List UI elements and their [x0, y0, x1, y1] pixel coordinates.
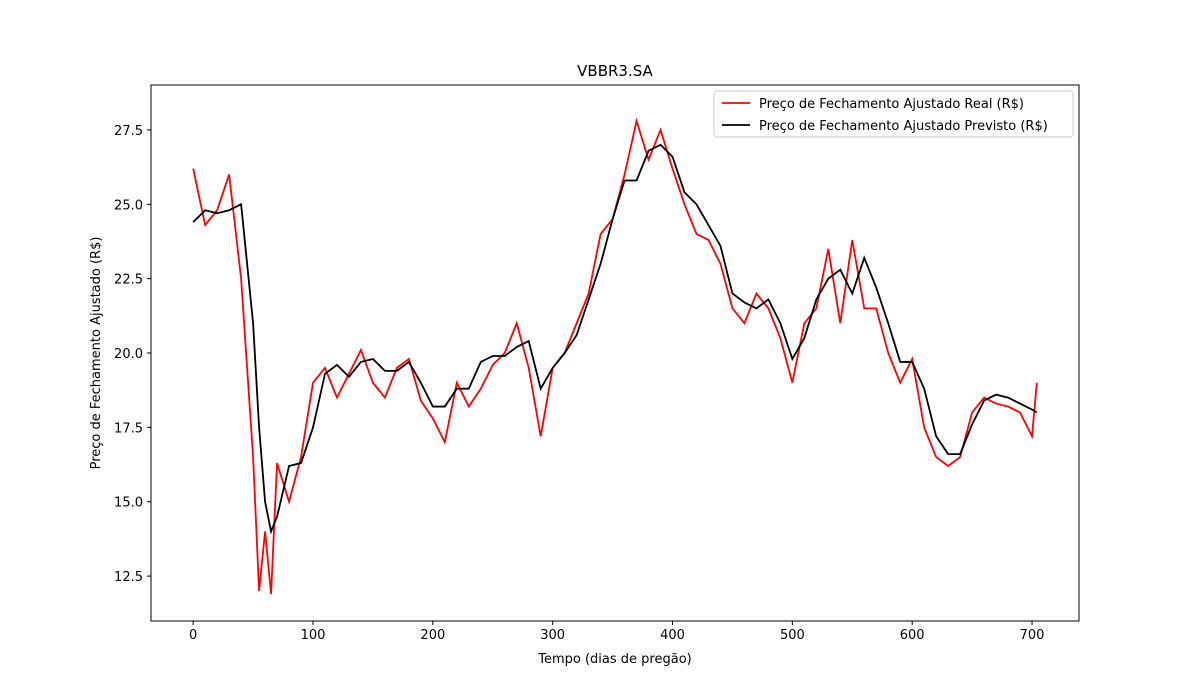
- series-line: [192, 143, 1038, 535]
- y-tick-label: 17.5: [114, 421, 143, 436]
- legend-box: [713, 90, 1074, 138]
- plot-frame: [150, 84, 1080, 622]
- x-tick-label: 600: [900, 628, 925, 643]
- legend-label: Preço de Fechamento Ajustado Real (R$): [759, 97, 1024, 112]
- series-line: [192, 117, 1038, 595]
- x-axis-label: Tempo (dias de pregão): [537, 652, 691, 667]
- y-tick-label: 15.0: [114, 496, 143, 511]
- x-tick-label: 300: [540, 628, 565, 643]
- x-tick-label: 700: [1020, 628, 1045, 643]
- x-tick-label: 500: [780, 628, 805, 643]
- x-tick-label: 200: [420, 628, 445, 643]
- y-tick-label: 27.5: [114, 124, 143, 139]
- chart-title: VBBR3.SA: [577, 62, 653, 80]
- y-tick-label: 25.0: [114, 198, 143, 213]
- x-tick-label: 0: [189, 628, 197, 643]
- y-tick-label: 12.5: [114, 570, 143, 585]
- legend-label: Preço de Fechamento Ajustado Previsto (R…: [759, 119, 1048, 134]
- x-tick-label: 400: [660, 628, 685, 643]
- y-tick-label: 22.5: [114, 273, 143, 288]
- x-tick-label: 100: [301, 628, 326, 643]
- y-axis-label: Preço de Fechamento Ajustado (R$): [89, 237, 104, 470]
- y-tick-label: 20.0: [114, 347, 143, 362]
